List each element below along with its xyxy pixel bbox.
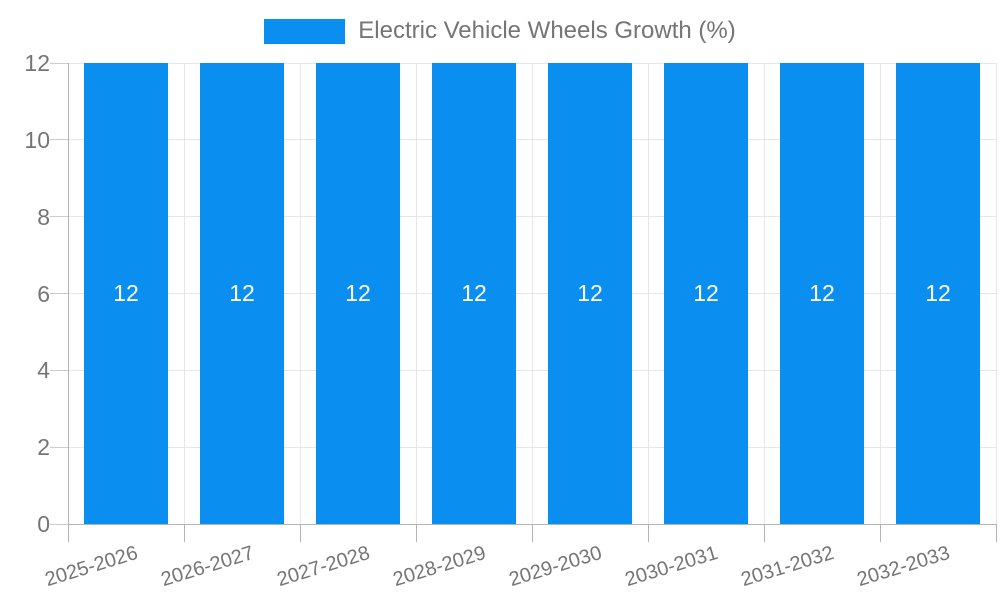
gridline-vertical <box>647 63 649 524</box>
x-tick-mark <box>299 524 301 542</box>
bar[interactable]: 12 <box>200 63 284 524</box>
y-tick-mark <box>50 293 68 294</box>
bar[interactable]: 12 <box>84 63 168 524</box>
x-tick-mark <box>415 524 417 542</box>
bar-value-label: 12 <box>693 280 719 306</box>
gridline-vertical <box>879 63 881 524</box>
y-tick-mark <box>50 216 68 218</box>
x-tick-mark <box>531 524 533 542</box>
y-tick-mark <box>50 446 68 448</box>
bar[interactable]: 12 <box>432 63 516 524</box>
y-tick-label: 4 <box>37 357 50 384</box>
legend-label: Electric Vehicle Wheels Growth (%) <box>358 17 736 44</box>
bar-value-label: 12 <box>113 280 139 306</box>
y-tick-label: 6 <box>37 280 50 307</box>
bar[interactable]: 12 <box>896 63 980 524</box>
y-tick-label: 0 <box>37 511 50 537</box>
bar-value-label: 12 <box>345 280 371 306</box>
y-tick-label: 8 <box>37 203 50 230</box>
x-tick-mark <box>183 524 185 542</box>
bar[interactable]: 12 <box>780 63 864 524</box>
y-tick-mark <box>50 62 68 64</box>
chart-legend[interactable]: Electric Vehicle Wheels Growth (%) <box>0 17 1000 45</box>
legend-swatch <box>264 18 346 44</box>
y-tick-mark <box>50 523 68 525</box>
y-tick-label: 10 <box>24 126 50 153</box>
y-tick-label: 12 <box>24 50 50 76</box>
plot-area: 12 12 12 12 12 12 12 12 <box>67 62 997 525</box>
bar[interactable]: 12 <box>548 63 632 524</box>
bar-value-label: 12 <box>925 280 951 306</box>
y-tick-mark <box>50 139 68 141</box>
y-axis-line <box>68 63 69 524</box>
gridline-vertical <box>531 63 533 524</box>
gridline-vertical <box>415 63 417 524</box>
bar-value-label: 12 <box>809 280 835 306</box>
gridline-vertical <box>995 63 997 524</box>
bar-value-label: 12 <box>577 280 603 306</box>
x-tick-mark <box>67 524 69 542</box>
x-tick-mark <box>879 524 881 542</box>
bar-value-label: 12 <box>229 280 255 306</box>
bar-value-label: 12 <box>461 280 487 306</box>
bar[interactable]: 12 <box>664 63 748 524</box>
y-tick-label: 2 <box>37 434 50 461</box>
gridline-vertical <box>299 63 301 524</box>
gridline-vertical <box>763 63 765 524</box>
x-tick-mark <box>763 524 765 542</box>
x-axis-line <box>68 524 997 525</box>
x-tick-mark <box>647 524 649 542</box>
bar[interactable]: 12 <box>316 63 400 524</box>
gridline-vertical <box>183 63 185 524</box>
y-tick-mark <box>50 369 68 371</box>
x-tick-mark <box>995 524 997 542</box>
